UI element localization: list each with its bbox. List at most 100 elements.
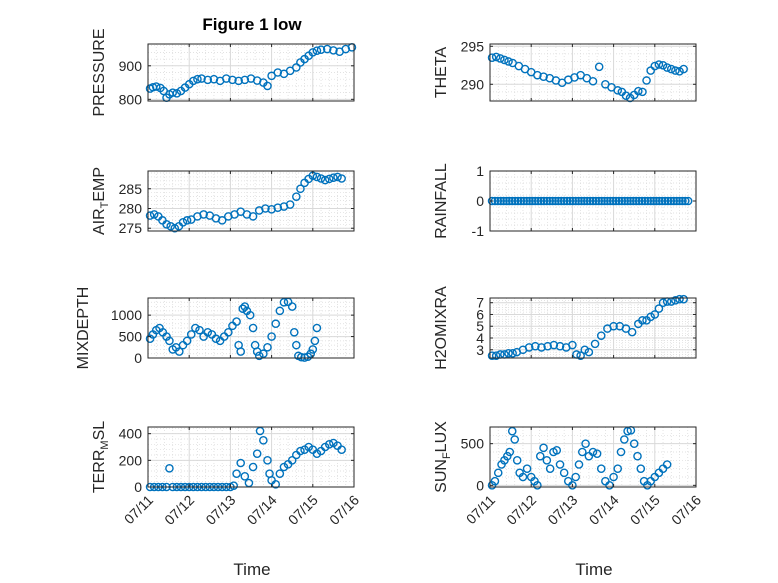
data-point [631, 196, 641, 206]
data-point [178, 218, 188, 227]
data-point [195, 325, 204, 335]
data-point [248, 462, 258, 472]
y-tick-label: 0 [134, 350, 142, 366]
data-point [518, 472, 528, 482]
data-point [662, 460, 672, 469]
data-point [675, 67, 684, 76]
data-point [165, 336, 174, 346]
data-point [170, 223, 180, 233]
data-point [623, 196, 632, 206]
panel-2: 290 295 THETA [433, 38, 697, 103]
data-point [267, 332, 276, 341]
data-point [594, 196, 604, 206]
data-point [312, 46, 322, 56]
y-axis-label: SUNFLUX [433, 421, 453, 493]
y-axis-label: TERRMSL [91, 421, 111, 493]
data-point [649, 196, 658, 206]
axes-box [147, 426, 355, 488]
data-point [240, 302, 250, 311]
y-tick-label: 0 [476, 193, 484, 209]
data-point [552, 446, 562, 455]
y-tick-label: 0 [134, 479, 142, 495]
data-point [513, 196, 523, 206]
data-point [577, 447, 587, 457]
data-point [620, 435, 629, 444]
data-point [600, 196, 609, 206]
data-point [576, 351, 585, 360]
data-point [663, 196, 673, 206]
data-point [199, 210, 208, 219]
data-point [329, 173, 338, 183]
data-point [522, 196, 531, 206]
data-point [275, 469, 285, 478]
data-point [259, 436, 268, 445]
data-point [671, 296, 680, 305]
data-point [672, 196, 681, 206]
data-point [611, 196, 621, 206]
data-point [234, 76, 243, 86]
data-point [652, 196, 661, 206]
data-point [308, 48, 318, 57]
data-point [324, 174, 334, 184]
data-point [620, 196, 630, 206]
y-tick-label: 280 [119, 201, 143, 217]
data-point [500, 55, 509, 65]
data-point [240, 472, 250, 481]
y-axis-label: H2OMIXRA [433, 286, 450, 370]
data-point [642, 76, 651, 85]
y-tick-label: 3 [476, 342, 484, 358]
y-tick-label: 290 [461, 76, 485, 92]
data-point [669, 196, 679, 206]
plot-area [148, 427, 354, 487]
data-point [581, 439, 590, 448]
data-point [655, 196, 664, 206]
data-point [267, 204, 276, 214]
data-point [554, 196, 563, 206]
data-point [493, 468, 503, 478]
y-axis-label: AIRTEMP [91, 167, 111, 235]
data-point [182, 216, 192, 225]
y-tick-label: 4 [476, 330, 484, 346]
data-point [533, 70, 542, 80]
data-point [519, 196, 529, 206]
data-point [240, 75, 250, 85]
data-point [585, 196, 595, 206]
data-point [507, 196, 517, 206]
data-point [337, 174, 346, 183]
data-point [591, 196, 601, 206]
x-tick-label: 07/15 [627, 492, 663, 528]
data-point [491, 351, 501, 360]
data-point [263, 342, 272, 352]
data-point [289, 327, 299, 337]
data-point [545, 464, 555, 473]
panel-5: 0 500 1000 MIXDEPTH [75, 287, 355, 369]
data-point [232, 469, 241, 478]
data-point [582, 196, 592, 206]
data-point [613, 86, 623, 95]
data-point [263, 81, 272, 91]
data-point [487, 196, 497, 206]
data-point [495, 54, 505, 63]
data-point [580, 345, 590, 355]
data-point [490, 476, 500, 486]
data-point [238, 304, 248, 314]
data-point [533, 481, 542, 490]
data-point [605, 481, 614, 490]
y-tick-label: 200 [119, 452, 143, 468]
data-point [617, 196, 627, 206]
y-tick-label: 6 [476, 306, 484, 322]
data-point [626, 196, 635, 206]
data-point [646, 312, 655, 322]
data-point [571, 196, 580, 206]
data-point [556, 196, 566, 206]
data-point [512, 456, 522, 465]
data-point [609, 472, 618, 482]
data-point [657, 196, 667, 206]
data-point [224, 327, 233, 337]
data-point [516, 196, 526, 206]
data-point [574, 460, 584, 469]
data-point [662, 63, 672, 72]
data-point [608, 196, 618, 206]
data-point [499, 196, 508, 206]
x-tick-label: 07/13 [202, 492, 238, 528]
